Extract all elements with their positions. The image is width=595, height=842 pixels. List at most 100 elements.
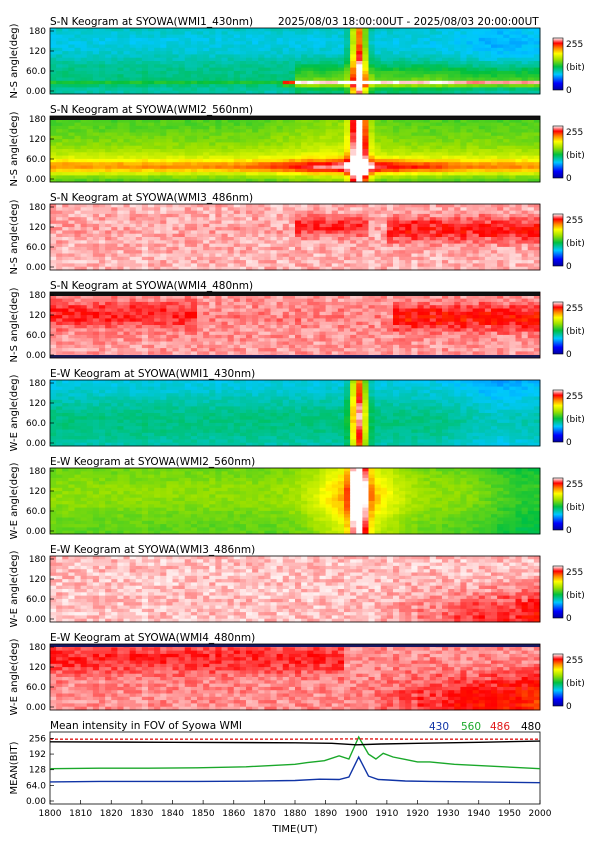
heatmap-cell: [503, 145, 510, 150]
heatmap-cell: [484, 210, 492, 215]
heatmap-cell: [527, 77, 535, 82]
heatmap-cell: [527, 240, 535, 244]
heatmap-cell: [197, 227, 204, 231]
heatmap-cell: [509, 168, 516, 173]
heatmap-cell: [509, 119, 516, 123]
heatmap-cell: [215, 217, 222, 221]
heatmap-cell: [442, 210, 449, 215]
heatmap-cell: [356, 145, 363, 150]
heatmap-cell: [442, 28, 449, 32]
heatmap-cell: [282, 125, 290, 130]
heatmap-cell: [184, 51, 192, 55]
heatmap-cell: [442, 207, 449, 211]
heatmap-cell: [491, 47, 498, 52]
heatmap-cell: [68, 139, 75, 143]
heatmap-cell: [184, 253, 192, 258]
heatmap-cell: [227, 213, 235, 218]
heatmap-cell: [521, 132, 529, 137]
heatmap-cell: [172, 77, 180, 82]
heatmap-cell: [491, 135, 498, 140]
heatmap-cell: [172, 246, 180, 251]
heatmap-cell: [374, 37, 382, 42]
heatmap-cell: [344, 64, 351, 68]
heatmap-cell: [386, 253, 394, 258]
heatmap-cell: [454, 250, 461, 254]
heatmap-cell: [472, 223, 480, 228]
heatmap-cell: [190, 204, 198, 208]
heatmap-cell: [344, 204, 351, 208]
heatmap-cell: [515, 61, 523, 65]
heatmap-cell: [319, 28, 327, 32]
heatmap-cell: [484, 31, 492, 35]
heatmap-cell: [227, 28, 235, 32]
heatmap-cell: [92, 260, 100, 264]
heatmap-cell: [380, 149, 388, 153]
heatmap-cell: [460, 172, 467, 176]
heatmap-cell: [478, 266, 486, 271]
heatmap-cell: [117, 220, 124, 225]
heatmap-cell: [203, 64, 210, 68]
heatmap-cell: [209, 168, 216, 173]
y-axis-label: N-S angle(deg): [9, 199, 20, 274]
heatmap-cell: [227, 142, 235, 147]
heatmap-cell: [478, 129, 486, 133]
heatmap-cell: [74, 220, 82, 225]
heatmap-cell: [117, 227, 124, 231]
heatmap-cell: [99, 217, 106, 221]
heatmap-cell: [301, 64, 308, 68]
heatmap-cell: [99, 250, 106, 254]
heatmap-cell: [374, 74, 382, 78]
heatmap-cell: [442, 41, 449, 45]
heatmap-cell: [154, 217, 161, 221]
heatmap-cell: [331, 172, 339, 176]
heatmap-cell: [74, 246, 82, 251]
heatmap-cell: [68, 298, 75, 303]
heatmap-cell: [74, 145, 82, 150]
heatmap-cell: [92, 237, 100, 241]
heatmap-cell: [503, 61, 510, 65]
heatmap-cell: [86, 207, 94, 211]
heatmap-cell: [350, 172, 357, 176]
heatmap-cell: [160, 256, 167, 261]
heatmap-cell: [99, 142, 106, 147]
heatmap-cell: [160, 204, 167, 208]
heatmap-cell: [503, 122, 510, 127]
heatmap-cell: [509, 227, 516, 231]
heatmap-cell: [99, 132, 106, 137]
heatmap-cell: [527, 139, 535, 143]
heatmap-cell: [227, 87, 235, 92]
heatmap-cell: [74, 129, 82, 133]
heatmap-cell: [117, 253, 124, 258]
heatmap-cell: [417, 80, 425, 85]
heatmap-cell: [478, 220, 486, 225]
heatmap-cell: [68, 227, 75, 231]
heatmap-cell: [99, 172, 106, 176]
heatmap-cell: [319, 41, 327, 45]
heatmap-cell: [417, 220, 425, 225]
heatmap-cell: [356, 165, 363, 170]
heatmap-cell: [209, 207, 216, 211]
heatmap-cell: [295, 129, 302, 133]
heatmap-cell: [288, 67, 296, 72]
heatmap-cell: [56, 41, 63, 45]
heatmap-cell: [62, 204, 69, 208]
heatmap-cell: [374, 90, 382, 95]
heatmap-cell: [62, 253, 69, 258]
heatmap-cell: [172, 227, 180, 231]
heatmap-cell: [203, 132, 210, 137]
heatmap-cell: [141, 34, 149, 39]
heatmap-cell: [448, 207, 455, 211]
heatmap-cell: [301, 165, 308, 170]
heatmap-cell: [503, 165, 510, 170]
heatmap-cell: [295, 54, 302, 59]
heatmap-cell: [331, 168, 339, 173]
heatmap-cell: [92, 74, 100, 78]
heatmap-cell: [448, 132, 455, 137]
heatmap-cell: [258, 64, 265, 68]
heatmap-cell: [154, 155, 161, 160]
heatmap-cell: [288, 70, 296, 75]
heatmap-cell: [227, 152, 235, 156]
heatmap-cell: [252, 253, 259, 258]
y-tick-label: 0.00: [26, 87, 46, 97]
heatmap-cell: [393, 135, 400, 140]
